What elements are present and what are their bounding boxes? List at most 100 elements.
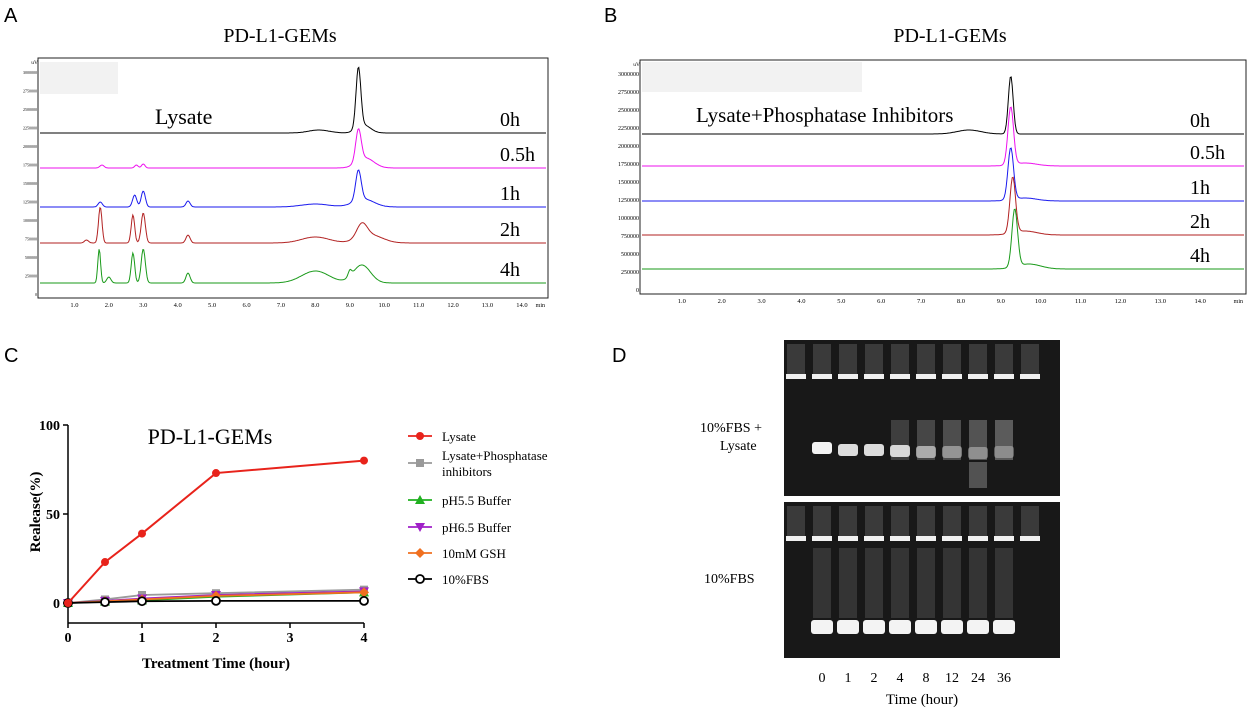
gel-well xyxy=(839,344,857,376)
panel-b-traces xyxy=(642,76,1244,270)
gel-well xyxy=(813,344,831,376)
data-point xyxy=(359,587,369,598)
x-tick-label: 6.0 xyxy=(242,302,250,309)
data-point xyxy=(64,599,72,607)
gel-band xyxy=(863,620,885,634)
gel-well-edge xyxy=(786,374,806,379)
gel-x-label: Time (hour) xyxy=(886,692,958,708)
trace-label: 0h xyxy=(500,109,520,131)
x-tick-label: 3.0 xyxy=(758,298,766,305)
gel-well xyxy=(917,506,935,538)
legend-marker xyxy=(415,548,425,558)
gel-band xyxy=(864,444,884,456)
chart-axes: 0 50 100 0 1 2 3 4 xyxy=(39,419,368,646)
y-tick-label: 1500000 xyxy=(23,181,37,186)
chromatogram-trace xyxy=(642,176,1244,236)
gel-well xyxy=(943,506,961,538)
gel-band xyxy=(942,446,962,458)
panel-letter-d: D xyxy=(612,345,626,367)
gel-well xyxy=(969,344,987,376)
gel-smear xyxy=(891,420,909,460)
gel-well xyxy=(891,344,909,376)
x-tick-label: 0 xyxy=(65,631,72,646)
panel-c: C PD-L1-GEMs Realease(%) Treatment Time … xyxy=(4,345,548,672)
x-tick-label: 8.0 xyxy=(957,298,965,305)
data-point xyxy=(138,529,146,538)
y-tick-label: 2000000 xyxy=(23,144,37,149)
trace-label: 2h xyxy=(1190,211,1210,233)
gel-well-edge xyxy=(864,536,884,541)
legend-label: pH6.5 Buffer xyxy=(442,520,512,535)
series-0 xyxy=(64,456,368,607)
y-unit-label: uV xyxy=(633,62,640,68)
gel-band xyxy=(838,444,858,456)
panel-b-frame xyxy=(639,59,1247,295)
gel-smear xyxy=(891,548,909,618)
data-point xyxy=(137,596,147,607)
gel-well-edge xyxy=(838,536,858,541)
y-tick-label: 2500000 xyxy=(23,107,37,112)
lane-label: 12 xyxy=(945,671,959,686)
data-point xyxy=(100,597,110,608)
gel-band xyxy=(994,446,1014,458)
x-tick-label: 4.0 xyxy=(174,302,182,309)
y-tick-label: 750000 xyxy=(25,237,37,242)
x-tick-label: 7.0 xyxy=(917,298,925,305)
legend-label: 10mM GSH xyxy=(442,546,506,561)
data-point xyxy=(212,469,220,478)
y-tick-label: 2250000 xyxy=(618,126,639,132)
gel-row-label-1-line-2: Lysate xyxy=(720,439,757,454)
panel-a-legend-box xyxy=(40,62,118,94)
legend-item: pH6.5 Buffer xyxy=(408,520,512,535)
y-tick-label: 100 xyxy=(39,419,60,434)
x-tick-label: 1 xyxy=(139,631,146,646)
x-tick-label: 9.0 xyxy=(346,302,354,309)
x-tick-label: 13.0 xyxy=(482,302,493,309)
y-tick-label: 50 xyxy=(46,508,60,523)
x-tick-label: 5.0 xyxy=(837,298,845,305)
panel-a-x-axis: 1.0 2.0 3.0 4.0 5.0 6.0 7.0 8.0 9.0 10.0 11.0 12.0 1… xyxy=(70,302,545,309)
gel-smear xyxy=(865,548,883,618)
x-tick-label: 12.0 xyxy=(1115,298,1126,305)
x-tick-label: 2.0 xyxy=(718,298,726,305)
gel-row-label-1: 10%FBS + Lysate xyxy=(700,421,765,454)
panel-letter-a: A xyxy=(4,5,18,27)
panel-b-legend-box xyxy=(642,62,862,92)
y-tick-label: 0 xyxy=(53,597,60,612)
y-axis-label: Realease(%) xyxy=(28,472,44,553)
gel-well-edge xyxy=(942,374,962,379)
legend-item: 10mM GSH xyxy=(408,546,506,561)
panel-a-annotation: Lysate xyxy=(155,104,212,129)
panel-a-frame xyxy=(37,57,549,299)
gel-well-edge xyxy=(1020,536,1040,541)
trace-label: 2h xyxy=(500,219,520,241)
lane-label: 2 xyxy=(871,671,878,686)
y-tick-label: 3000000 xyxy=(23,70,37,75)
legend-label: Lysate xyxy=(442,429,476,444)
series-line xyxy=(67,459,365,604)
gel-well xyxy=(1021,344,1039,376)
panel-a-trace-labels: 0h 0.5h 1h 2h 4h xyxy=(500,109,535,281)
gel-row-label-2: 10%FBS xyxy=(704,572,755,587)
panel-b: B PD-L1-GEMs Lysate+Phosphatase Inhibito… xyxy=(604,5,1247,305)
gel-band xyxy=(915,620,937,634)
panel-letter-c: C xyxy=(4,345,18,367)
data-point xyxy=(360,456,368,465)
x-unit-label: min xyxy=(1234,299,1243,305)
x-tick-label: 14.0 xyxy=(516,302,527,309)
x-tick-label: 6.0 xyxy=(877,298,885,305)
gel-lane-labels: 0 1 2 4 8 12 24 36 xyxy=(819,671,1012,686)
panel-a: A PD-L1-GEMs Lysate uV 3000000 2750000 2500… xyxy=(4,5,549,309)
gel-well xyxy=(813,506,831,538)
x-tick-label: 13.0 xyxy=(1155,298,1166,305)
gel-well-edge xyxy=(968,536,988,541)
x-tick-label: 4.0 xyxy=(797,298,805,305)
x-tick-label: 14.0 xyxy=(1194,298,1205,305)
gel-band xyxy=(993,620,1015,634)
x-tick-label: 4 xyxy=(361,631,368,646)
chromatogram-trace xyxy=(642,208,1244,270)
chromatogram-trace xyxy=(642,106,1244,167)
y-tick-label: 2500000 xyxy=(618,108,639,114)
y-tick-label: 500000 xyxy=(25,255,37,260)
